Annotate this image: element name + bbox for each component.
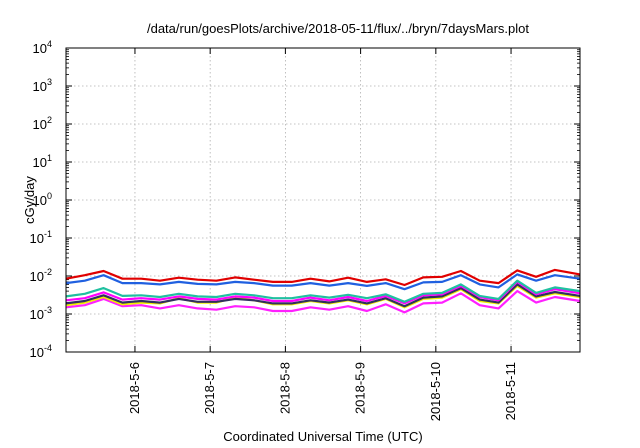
x-tick-label: 2018-5-8 xyxy=(277,362,292,414)
plot-frame xyxy=(65,47,581,353)
y-tick-label: 101 xyxy=(33,153,52,170)
y-tick-label: 104 xyxy=(33,39,52,56)
y-tick-label: 100 xyxy=(33,191,52,208)
y-tick-label: 10-3 xyxy=(30,305,52,322)
chart-title: /data/run/goesPlots/archive/2018-05-11/f… xyxy=(147,21,529,36)
x-tick-label: 2018-5-7 xyxy=(202,362,217,414)
series-group xyxy=(65,268,581,314)
x-tick-label: 2018-5-11 xyxy=(503,362,518,420)
y-axis-label: cGy/day xyxy=(22,176,37,224)
y-axis-ticks: 10-4 10-3 10-2 10-1 100 101 102 103 104 xyxy=(30,39,580,360)
x-axis-ticks: 2018-5-6 2018-5-7 2018-5-8 2018-5-9 2018-5-1… xyxy=(127,48,518,421)
series-line xyxy=(65,290,581,314)
series-line xyxy=(65,273,581,291)
y-tick-label: 102 xyxy=(33,115,52,132)
y-tick-label: 10-4 xyxy=(30,343,52,360)
y-tick-label: 10-1 xyxy=(30,229,52,246)
x-tick-label: 2018-5-10 xyxy=(428,362,443,421)
series-line xyxy=(65,280,581,305)
x-tick-label: 2018-5-6 xyxy=(127,362,142,414)
series-line xyxy=(65,279,581,303)
y-tick-label: 10-2 xyxy=(30,267,52,284)
x-tick-label: 2018-5-9 xyxy=(353,362,368,414)
series-line xyxy=(65,283,581,308)
y-tick-label: 103 xyxy=(33,77,52,94)
x-axis-label: Coordinated Universal Time (UTC) xyxy=(223,429,422,444)
series-line xyxy=(65,268,581,287)
